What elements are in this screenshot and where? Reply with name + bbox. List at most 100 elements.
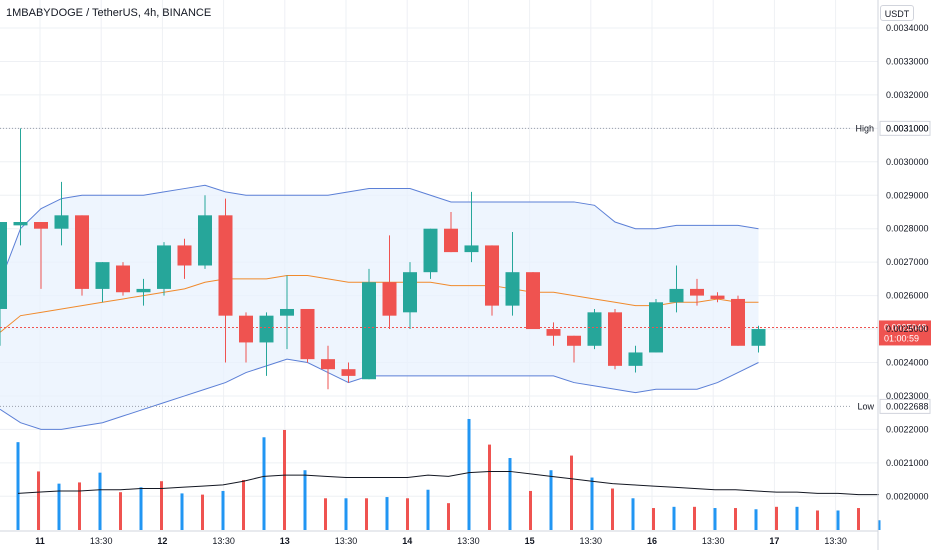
currency-button[interactable]: USDT bbox=[880, 5, 914, 21]
candle bbox=[13, 128, 28, 246]
candle-body bbox=[546, 329, 561, 336]
candle bbox=[628, 345, 643, 373]
candle-body bbox=[464, 245, 479, 253]
volume-bar bbox=[262, 437, 266, 530]
candle-body bbox=[259, 315, 274, 343]
x-tick-label: 13:30 bbox=[824, 536, 847, 546]
candle bbox=[341, 362, 356, 383]
volume-ma-line bbox=[17, 470, 879, 496]
volume-bar bbox=[303, 470, 307, 530]
volume-bar bbox=[16, 442, 20, 530]
candle-body bbox=[444, 228, 458, 253]
volume-bar bbox=[816, 510, 819, 530]
volume-bar bbox=[406, 498, 409, 530]
band-fill bbox=[0, 185, 759, 430]
candle-body bbox=[710, 295, 725, 299]
candle bbox=[34, 222, 48, 289]
y-tick-label: 0.0024000 bbox=[886, 358, 929, 368]
candle bbox=[300, 308, 315, 363]
candle bbox=[526, 272, 540, 330]
candle bbox=[218, 198, 233, 363]
volume-bar bbox=[508, 458, 512, 530]
x-tick-label: 11 bbox=[35, 536, 45, 546]
volume-bar bbox=[672, 506, 676, 530]
volume-bar bbox=[754, 509, 758, 530]
volume-bar bbox=[857, 508, 860, 530]
candle-body bbox=[690, 288, 704, 296]
chart-title: 1MBABYDOGE / TetherUS, 4h, BINANCE bbox=[6, 7, 211, 19]
candle-body bbox=[669, 288, 684, 303]
candle bbox=[587, 308, 602, 350]
x-tick-label: 15 bbox=[525, 536, 535, 546]
candle bbox=[567, 335, 581, 363]
candle bbox=[321, 345, 335, 390]
volume-bar bbox=[283, 429, 286, 530]
candle-body bbox=[239, 315, 253, 343]
candle bbox=[403, 262, 417, 330]
band-lower-line bbox=[0, 358, 759, 430]
candle bbox=[710, 292, 725, 303]
candle-body bbox=[280, 308, 294, 316]
candle-body bbox=[116, 265, 130, 293]
candle-body bbox=[423, 228, 438, 273]
x-tick-label: 13:30 bbox=[90, 536, 113, 546]
volume-bar bbox=[775, 506, 778, 530]
low-value: 0.0022688 bbox=[886, 401, 929, 411]
candle bbox=[95, 262, 110, 303]
volume-bar bbox=[426, 489, 430, 530]
y-tick-label: 0.0026000 bbox=[886, 291, 929, 301]
candle-body bbox=[34, 222, 48, 229]
x-tick-label: 13:30 bbox=[457, 536, 480, 546]
candle-body bbox=[136, 288, 151, 293]
candle-body bbox=[177, 245, 192, 266]
volume-bar bbox=[570, 455, 573, 530]
candle-body bbox=[198, 215, 212, 266]
volume-bar bbox=[611, 488, 614, 530]
volume-bar bbox=[324, 498, 327, 530]
volume-bar bbox=[180, 493, 184, 530]
volume-bar bbox=[693, 506, 696, 530]
candle bbox=[649, 298, 663, 353]
y-tick-label: 0.0028000 bbox=[886, 224, 929, 234]
candle-body bbox=[13, 222, 28, 226]
candle bbox=[0, 222, 7, 346]
y-tick-label: 0.0023000 bbox=[886, 391, 929, 401]
candle-body bbox=[628, 352, 643, 366]
high-label: High bbox=[855, 123, 874, 133]
x-tick-label: 13:30 bbox=[702, 536, 725, 546]
x-tick-label: 12 bbox=[157, 536, 167, 546]
volume-bar bbox=[98, 472, 102, 530]
candle-body bbox=[382, 282, 397, 316]
candle-body bbox=[157, 245, 171, 289]
candle-body bbox=[54, 215, 69, 229]
candle-body bbox=[362, 282, 376, 380]
y-tick-label: 0.0029000 bbox=[886, 190, 929, 200]
candle-body bbox=[218, 215, 233, 316]
candle bbox=[116, 262, 130, 296]
y-tick-label: 0.0030000 bbox=[886, 157, 929, 167]
y-tick-label: 0.0025000 bbox=[886, 324, 929, 334]
candle bbox=[157, 242, 171, 296]
volume-bar bbox=[160, 481, 163, 530]
bollinger-bands bbox=[0, 184, 759, 430]
volume-bar bbox=[139, 487, 143, 530]
x-tick-label: 17 bbox=[769, 536, 779, 546]
volume-bars bbox=[16, 418, 881, 530]
volume-bar bbox=[795, 506, 799, 530]
candle-body bbox=[341, 369, 356, 376]
volume-bar bbox=[652, 508, 655, 530]
y-tick-label: 0.0020000 bbox=[886, 491, 929, 501]
y-tick-label: 0.0021000 bbox=[886, 458, 929, 468]
volume-bar bbox=[119, 492, 122, 530]
x-tick-label: 13:30 bbox=[580, 536, 603, 546]
volume-bar bbox=[467, 418, 471, 530]
volume-bar bbox=[242, 479, 245, 530]
x-tick-label: 13:30 bbox=[335, 536, 358, 546]
band-basis-line bbox=[0, 275, 759, 333]
y-tick-label: 0.0033000 bbox=[886, 56, 929, 66]
volume-bar bbox=[344, 498, 348, 530]
last-price-badge bbox=[879, 320, 931, 346]
